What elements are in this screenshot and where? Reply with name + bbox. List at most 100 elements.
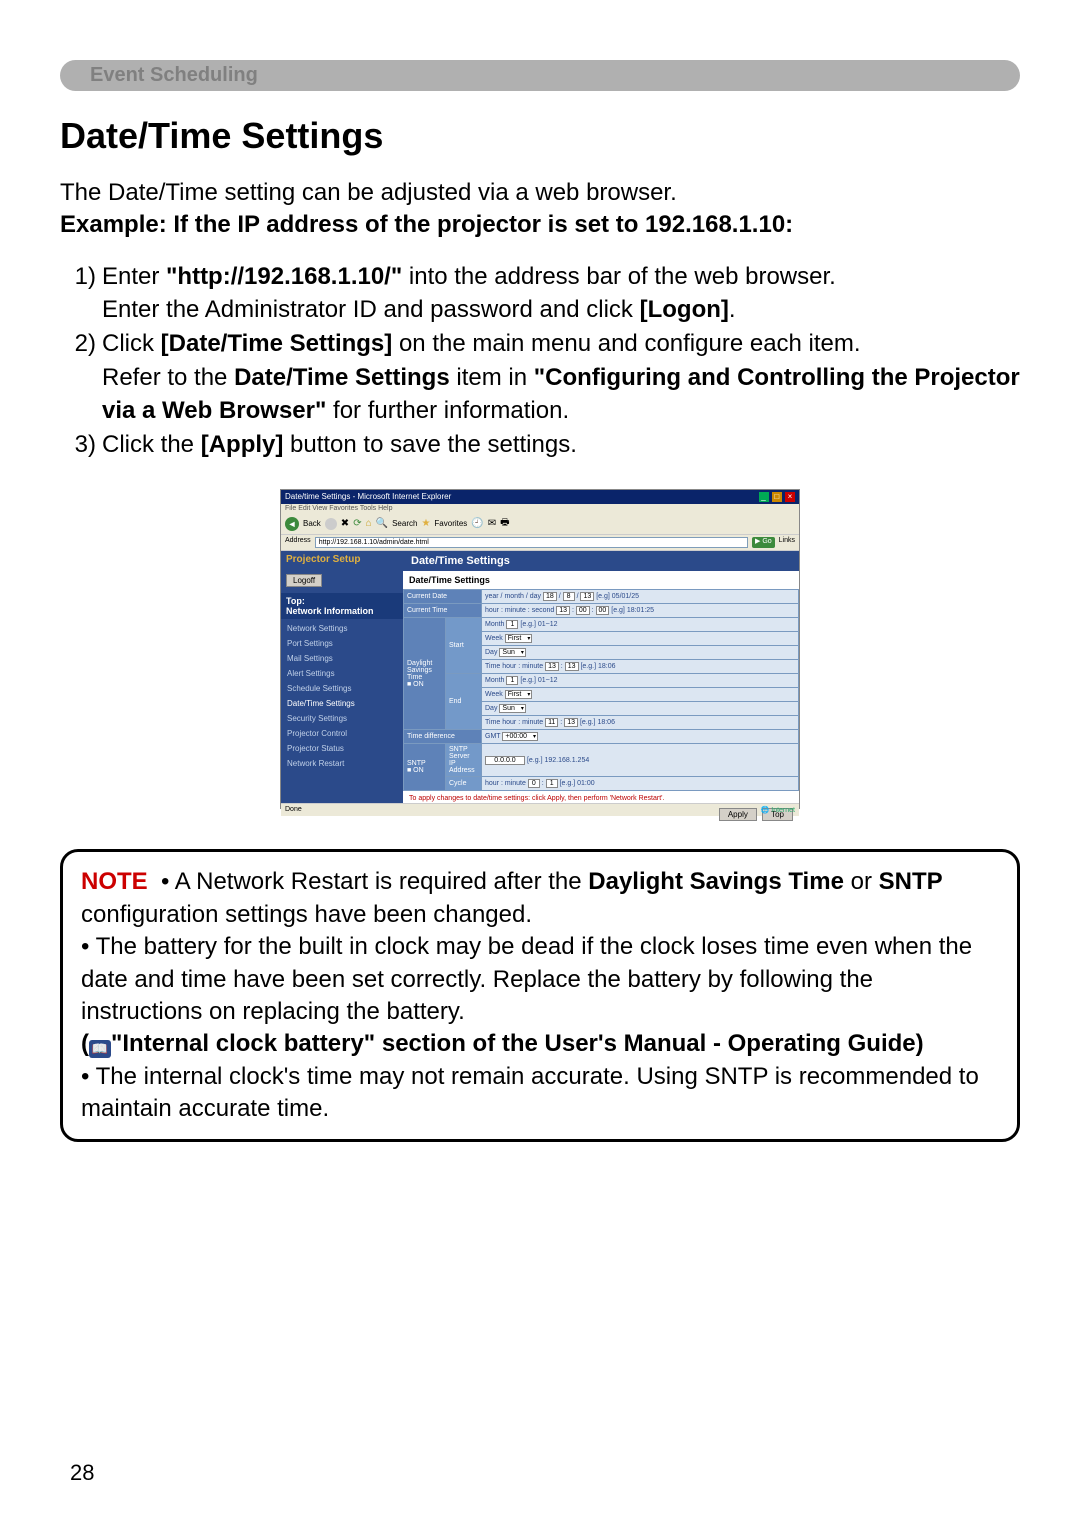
search-label[interactable]: Search [392,519,417,528]
steps-list: 1) Enter "http://192.168.1.10/" into the… [60,260,1020,462]
step2b-mid: item in [450,364,534,391]
start-min[interactable]: 13 [565,662,579,671]
start-month-input[interactable]: 1 [506,620,518,629]
step2b-bold1: Date/Time Settings [234,364,450,391]
ss-menubar[interactable]: File Edit View Favorites Tools Help [281,504,799,513]
ss-titlebar: Date/time Settings - Microsoft Internet … [281,490,799,504]
dst-start-time: Time hour : minute 13 : 13 [e.g.] 18:06 [482,660,799,674]
curdate-cell: year / month / day 18 / 8 / 13 [e.g] 05/… [482,590,799,604]
mail-icon[interactable]: ✉ [488,518,496,529]
step1b-bold: [Logon] [640,296,729,323]
sidebar-item-status[interactable]: Projector Status [281,741,403,756]
sidebar-top-label: Top: [286,596,398,606]
sidebar-item-port[interactable]: Port Settings [281,636,403,651]
minimize-icon[interactable]: _ [759,492,769,502]
refresh-icon[interactable]: ⟳ [353,518,361,529]
cycle-val-lbl: hour : minute [485,780,526,787]
history-icon[interactable]: 🕘 [471,518,483,529]
manual-ref-text: "Internal clock battery" section of the … [111,1030,924,1057]
dst-end-day: Day Sun [482,702,799,716]
end-min[interactable]: 13 [564,718,578,727]
t-eg: [e.g.] 18:06 [580,663,615,670]
step3-num: 3) [68,428,102,462]
curtime-s[interactable]: 00 [596,606,610,615]
apply-button[interactable]: Apply [719,808,757,821]
status-left: Done [285,806,302,814]
favorites-label[interactable]: Favorites [434,519,467,528]
curdate-m[interactable]: 8 [563,592,575,601]
favorites-icon[interactable]: ★ [421,518,430,529]
forward-icon[interactable] [325,518,337,530]
step1a-pre: Enter [102,263,166,290]
sidebar-netinfo[interactable]: Network Information [286,606,398,616]
sidebar-item-network[interactable]: Network Settings [281,621,403,636]
step1-num: 1) [68,260,102,327]
sidebar-item-datetime[interactable]: Date/Time Settings [281,696,403,711]
sidebar-item-schedule[interactable]: Schedule Settings [281,681,403,696]
curtime-m[interactable]: 00 [576,606,590,615]
sidebar-item-control[interactable]: Projector Control [281,726,403,741]
address-label: Address [285,537,311,548]
start-hour[interactable]: 13 [545,662,559,671]
stop-icon[interactable]: ✖ [341,518,349,529]
step3-pre: Click the [102,431,201,458]
dst-end-time: Time hour : minute 11 : 13 [e.g.] 18:06 [482,716,799,730]
dst-start-lbl: Start [446,618,482,674]
address-input[interactable]: http://192.168.1.10/admin/date.html [315,537,748,548]
note-box: NOTE • A Network Restart is required aft… [60,849,1020,1142]
ss-toolbar: ◄ Back ✖ ⟳ ⌂ 🔍 Search ★ Favorites 🕘 ✉ 🖶 [281,513,799,535]
back-icon[interactable]: ◄ [285,517,299,531]
curtime-lbl: Current Time [404,604,482,618]
main-title: Date/Time Settings [403,551,799,571]
button-row: Apply Top [403,806,799,823]
sidebar-item-mail[interactable]: Mail Settings [281,651,403,666]
w-lbl2: Week [485,691,503,698]
dst-end-month: Month 1 [e.g.] 01~12 [482,674,799,688]
cycle-m[interactable]: 1 [546,779,558,788]
curdate-y[interactable]: 18 [543,592,557,601]
curdate-d[interactable]: 13 [580,592,594,601]
m-lbl2: Month [485,677,504,684]
note-p2: The battery for the built in clock may b… [81,933,972,1025]
links-label[interactable]: Links [779,537,795,548]
end-day-select[interactable]: Sun [499,704,525,713]
start-week-select[interactable]: First [505,634,533,643]
note-p1-mid: or [844,868,879,895]
sidebar-item-alert[interactable]: Alert Settings [281,666,403,681]
start-day-select[interactable]: Sun [499,648,525,657]
t-lbl: Time hour : minute [485,663,543,670]
end-month-input[interactable]: 1 [506,676,518,685]
logoff-button[interactable]: Logoff [286,574,322,587]
maximize-icon[interactable]: □ [772,492,782,502]
sidebar-item-restart[interactable]: Network Restart [281,756,403,771]
back-label[interactable]: Back [303,519,321,528]
note-p1-b2: SNTP [879,868,943,895]
home-icon[interactable]: ⌂ [366,518,372,529]
sntp-checkbox[interactable]: ■ ON [407,767,442,774]
sntp-ip-input[interactable]: 0.0.0.0 [485,756,525,765]
cycle-h[interactable]: 0 [528,779,540,788]
sidebar-item-security[interactable]: Security Settings [281,711,403,726]
t-lbl2: Time hour : minute [485,719,543,726]
ss-window-buttons: _ □ × [758,492,795,502]
section-tab-label: Event Scheduling [90,64,258,86]
intro-block: The Date/Time setting can be adjusted vi… [60,177,1020,242]
step1a-post: into the address bar of the web browser. [402,263,836,290]
search-icon[interactable]: 🔍 [376,518,388,529]
tdiff-cell: GMT +00:00 [482,730,799,744]
dst-checkbox[interactable]: ■ ON [407,681,442,688]
go-button[interactable]: ▶ Go [752,537,775,548]
section-tab: Event Scheduling [60,60,1020,91]
curtime-h[interactable]: 13 [556,606,570,615]
settings-table: Current Date year / month / day 18 / 8 /… [403,589,799,791]
ss-main: Date/Time Settings Date/Time Settings Cu… [403,551,799,803]
page-title: Date/Time Settings [60,115,1020,157]
sidebar-top: Top: Network Information [281,593,403,619]
gmt-select[interactable]: +00:00 [502,732,538,741]
end-hour[interactable]: 11 [545,718,558,727]
note-p1-post: configuration settings have been changed… [81,901,532,928]
end-week-select[interactable]: First [505,690,533,699]
print-icon[interactable]: 🖶 [500,515,509,532]
close-icon[interactable]: × [785,492,795,502]
step1a-bold: "http://192.168.1.10/" [166,263,402,290]
